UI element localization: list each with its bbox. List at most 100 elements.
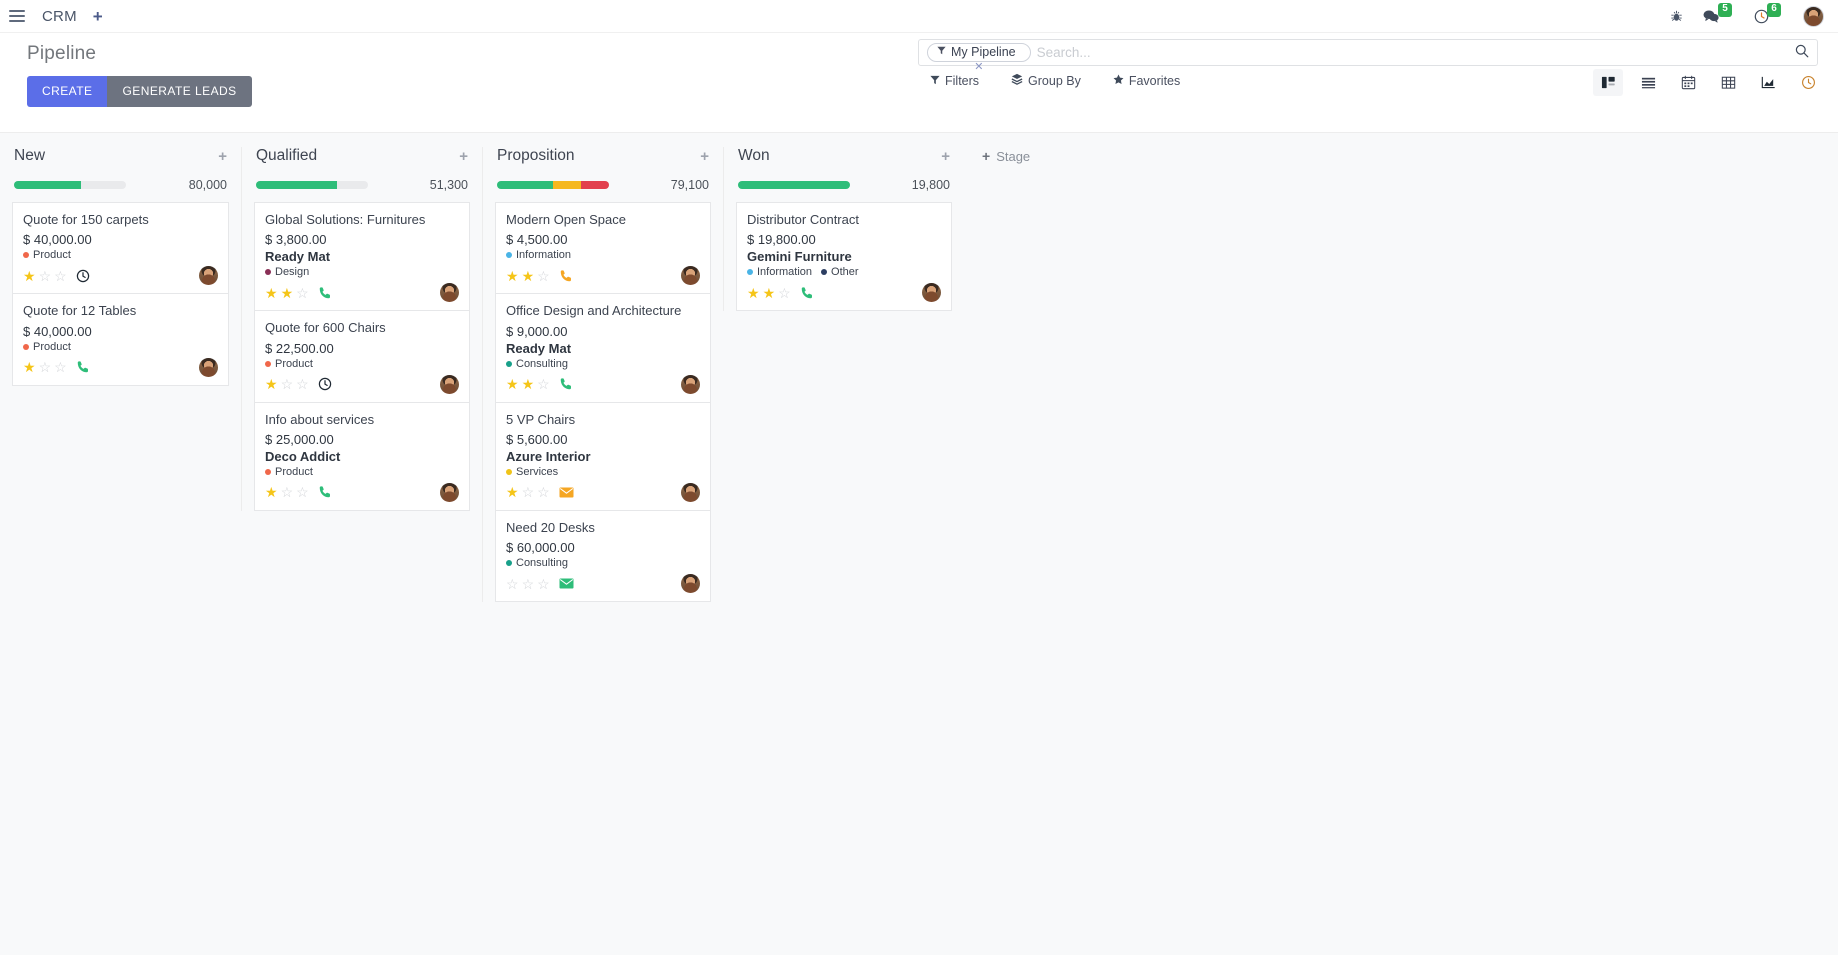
bug-icon[interactable] bbox=[1670, 9, 1683, 23]
kanban-card[interactable]: Info about services $ 25,000.00 Deco Addic… bbox=[254, 402, 470, 511]
star-icon[interactable]: ☆ bbox=[537, 575, 550, 592]
view-list-button[interactable] bbox=[1633, 69, 1663, 96]
star-icon[interactable]: ☆ bbox=[38, 267, 52, 284]
priority-stars[interactable]: ★ ★ ☆ bbox=[747, 286, 791, 300]
progress-bar[interactable] bbox=[497, 181, 609, 189]
kanban-card[interactable]: Office Design and Architecture $ 9,000.00… bbox=[495, 294, 711, 403]
view-calendar-button[interactable] bbox=[1673, 69, 1703, 96]
search-bar[interactable]: My Pipeline ✕ bbox=[918, 39, 1818, 73]
star-icon[interactable]: ☆ bbox=[296, 376, 309, 392]
view-kanban-button[interactable] bbox=[1593, 69, 1623, 96]
kanban-card[interactable]: 5 VP Chairs $ 5,600.00 Azure Interior Servi… bbox=[495, 402, 711, 511]
plus-icon[interactable]: + bbox=[92, 6, 103, 26]
avatar[interactable] bbox=[922, 283, 941, 303]
priority-stars[interactable]: ★ ☆ ☆ bbox=[265, 485, 309, 499]
priority-stars[interactable]: ★ ★ ☆ bbox=[506, 377, 550, 391]
avatar[interactable] bbox=[1803, 5, 1824, 27]
star-icon[interactable]: ★ bbox=[521, 376, 535, 392]
avatar[interactable] bbox=[681, 482, 700, 502]
avatar[interactable] bbox=[199, 266, 218, 286]
star-icon[interactable]: ☆ bbox=[778, 284, 791, 301]
star-icon[interactable]: ☆ bbox=[296, 484, 309, 501]
star-icon[interactable]: ☆ bbox=[54, 267, 67, 284]
avatar[interactable] bbox=[681, 266, 700, 286]
kanban-card[interactable]: Quote for 12 Tables $ 40,000.00 Product ★ ☆ ☆ bbox=[12, 294, 229, 386]
search-facet-my-pipeline[interactable]: My Pipeline ✕ bbox=[927, 43, 1031, 73]
priority-stars[interactable]: ★ ★ ☆ bbox=[265, 286, 309, 300]
star-icon[interactable]: ☆ bbox=[280, 376, 294, 392]
star-icon[interactable]: ☆ bbox=[521, 575, 535, 592]
star-icon[interactable]: ☆ bbox=[54, 359, 67, 375]
star-icon[interactable]: ★ bbox=[265, 376, 278, 392]
progress-bar[interactable] bbox=[738, 181, 850, 189]
progress-bar[interactable] bbox=[14, 181, 126, 189]
priority-stars[interactable]: ★ ☆ ☆ bbox=[265, 377, 309, 391]
star-icon[interactable]: ★ bbox=[280, 284, 294, 301]
envelope-icon[interactable] bbox=[559, 577, 574, 590]
group-by-dropdown[interactable]: Group By bbox=[1011, 73, 1081, 88]
progress-bar[interactable] bbox=[256, 181, 368, 189]
clock-icon[interactable]: 6 bbox=[1754, 3, 1783, 24]
view-pivot-button[interactable] bbox=[1713, 69, 1743, 96]
avatar[interactable] bbox=[440, 374, 459, 394]
avatar[interactable] bbox=[440, 283, 459, 303]
avatar[interactable] bbox=[681, 574, 700, 593]
search-icon[interactable] bbox=[1795, 44, 1809, 61]
star-icon[interactable]: ★ bbox=[762, 284, 776, 301]
priority-stars[interactable]: ☆ ☆ ☆ bbox=[506, 577, 550, 591]
phone-icon[interactable] bbox=[559, 269, 573, 283]
filters-dropdown[interactable]: Filters bbox=[930, 73, 979, 88]
kanban-card[interactable]: Modern Open Space $ 4,500.00 Information ★ ★… bbox=[495, 202, 711, 295]
view-graph-button[interactable] bbox=[1753, 69, 1783, 96]
star-icon[interactable]: ☆ bbox=[537, 267, 550, 284]
star-icon[interactable]: ☆ bbox=[280, 484, 294, 501]
avatar[interactable] bbox=[440, 482, 459, 502]
messages-icon[interactable]: 5 bbox=[1703, 3, 1734, 24]
star-icon[interactable]: ★ bbox=[265, 284, 278, 301]
star-icon[interactable]: ★ bbox=[23, 267, 36, 284]
kanban-card[interactable]: Quote for 150 carpets $ 40,000.00 Product ★… bbox=[12, 202, 229, 295]
add-stage-button[interactable]: + Stage bbox=[982, 148, 1030, 164]
column-add-card-button[interactable]: + bbox=[459, 147, 468, 165]
phone-icon[interactable] bbox=[318, 286, 332, 300]
column-add-card-button[interactable]: + bbox=[700, 147, 709, 165]
clock-icon[interactable] bbox=[76, 269, 90, 283]
clock-icon[interactable] bbox=[318, 377, 332, 391]
favorites-dropdown[interactable]: Favorites bbox=[1113, 73, 1180, 88]
hamburger-icon[interactable] bbox=[8, 7, 26, 25]
create-button[interactable]: CREATE bbox=[27, 76, 108, 107]
kanban-card[interactable]: Need 20 Desks $ 60,000.00 Consulting ☆ ☆ ☆ bbox=[495, 510, 711, 602]
kanban-card[interactable]: Distributor Contract $ 19,800.00 Gemini Fu… bbox=[736, 202, 952, 312]
kanban-card[interactable]: Global Solutions: Furnitures $ 3,800.00 Re… bbox=[254, 202, 470, 312]
priority-stars[interactable]: ★ ☆ ☆ bbox=[506, 485, 550, 499]
phone-icon[interactable] bbox=[318, 485, 332, 499]
column-add-card-button[interactable]: + bbox=[941, 147, 950, 165]
generate-leads-button[interactable]: GENERATE LEADS bbox=[107, 76, 252, 107]
search-input[interactable] bbox=[1030, 45, 1789, 60]
phone-icon[interactable] bbox=[76, 360, 90, 374]
phone-icon[interactable] bbox=[800, 286, 814, 300]
priority-stars[interactable]: ★ ★ ☆ bbox=[506, 269, 550, 283]
star-icon[interactable]: ☆ bbox=[296, 284, 309, 301]
envelope-icon[interactable] bbox=[559, 486, 574, 499]
kanban-card[interactable]: Quote for 600 Chairs $ 22,500.00 Product ★ ☆… bbox=[254, 311, 470, 403]
avatar[interactable] bbox=[199, 357, 218, 377]
star-icon[interactable]: ★ bbox=[521, 267, 535, 284]
star-icon[interactable]: ☆ bbox=[38, 359, 52, 375]
star-icon[interactable]: ★ bbox=[265, 484, 278, 501]
star-icon[interactable]: ☆ bbox=[506, 575, 519, 592]
star-icon[interactable]: ★ bbox=[23, 359, 36, 375]
view-activity-button[interactable] bbox=[1793, 69, 1823, 96]
column-add-card-button[interactable]: + bbox=[218, 147, 227, 165]
priority-stars[interactable]: ★ ☆ ☆ bbox=[23, 269, 67, 283]
star-icon[interactable]: ★ bbox=[747, 284, 760, 301]
star-icon[interactable]: ☆ bbox=[537, 376, 550, 392]
star-icon[interactable]: ★ bbox=[506, 267, 519, 284]
star-icon[interactable]: ★ bbox=[506, 376, 519, 392]
app-brand-crm[interactable]: CRM bbox=[42, 7, 77, 25]
close-icon[interactable]: ✕ bbox=[974, 61, 984, 73]
priority-stars[interactable]: ★ ☆ ☆ bbox=[23, 360, 67, 374]
phone-icon[interactable] bbox=[559, 377, 573, 391]
avatar[interactable] bbox=[681, 374, 700, 394]
star-icon[interactable]: ☆ bbox=[537, 484, 550, 501]
